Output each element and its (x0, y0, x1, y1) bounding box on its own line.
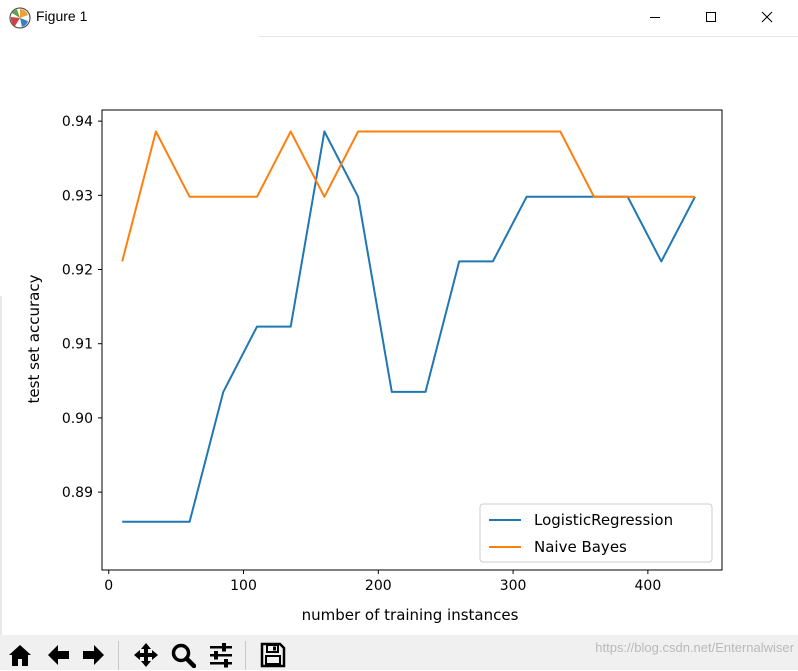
close-button[interactable] (744, 0, 790, 34)
navigation-toolbar (0, 635, 798, 670)
maximize-icon (706, 12, 716, 22)
title-bar: Figure 1 (0, 0, 798, 36)
sliders-icon (210, 643, 232, 668)
window-title: Figure 1 (36, 8, 88, 24)
x-tick-label: 200 (365, 578, 392, 594)
toolbar-separator (118, 641, 119, 670)
y-tick-label: 0.92 (62, 263, 93, 279)
y-tick-label: 0.94 (62, 114, 93, 130)
maximize-button[interactable] (688, 0, 734, 34)
watermark-text: https://blog.csdn.net/Enternalwiser (595, 640, 794, 655)
pan-button[interactable] (130, 639, 162, 671)
x-tick-label: 400 (635, 578, 662, 594)
y-tick-label: 0.93 (62, 188, 93, 204)
minimize-icon (650, 17, 660, 18)
series-line-naive-bayes (121, 130, 695, 262)
save-button[interactable] (257, 639, 289, 671)
matplotlib-logo-icon (9, 7, 31, 29)
floppy-disk-icon (260, 642, 286, 668)
x-tick-label: 0 (104, 578, 113, 594)
x-axis-label: number of training instances (302, 606, 519, 624)
line-chart[interactable]: 0 100 200 300 400 0.89 0.90 0.91 0.92 0.93 0.94 L… (0, 37, 798, 635)
zoom-button[interactable] (167, 639, 199, 671)
y-axis-label: test set accuracy (25, 274, 43, 403)
close-icon (761, 11, 773, 23)
legend-box (479, 503, 713, 563)
forward-button[interactable] (78, 639, 110, 671)
series-line-logistic-regression (122, 130, 696, 523)
y-tick-label: 0.89 (62, 485, 93, 501)
toolbar-separator (245, 641, 246, 670)
home-button[interactable] (4, 639, 36, 671)
x-tick-label: 300 (500, 578, 527, 594)
window-edge (0, 296, 2, 636)
minimize-button[interactable] (632, 0, 678, 34)
axes-frame (101, 109, 723, 571)
configure-subplots-button[interactable] (205, 639, 237, 671)
figure-canvas[interactable]: 0 100 200 300 400 0.89 0.90 0.91 0.92 0.93 0.94 L… (0, 37, 798, 635)
magnifier-icon (171, 643, 196, 668)
title-bar-divider (258, 36, 798, 37)
legend-label: LogisticRegression (534, 511, 673, 529)
legend-label: Naive Bayes (534, 538, 627, 556)
back-button[interactable] (42, 639, 74, 671)
home-icon (9, 645, 31, 666)
x-tick-label: 100 (230, 578, 257, 594)
y-tick-label: 0.91 (62, 337, 93, 353)
arrow-left-icon (48, 645, 69, 665)
arrow-right-icon (83, 645, 104, 665)
move-arrows-icon (134, 643, 158, 667)
y-tick-label: 0.90 (62, 411, 93, 427)
